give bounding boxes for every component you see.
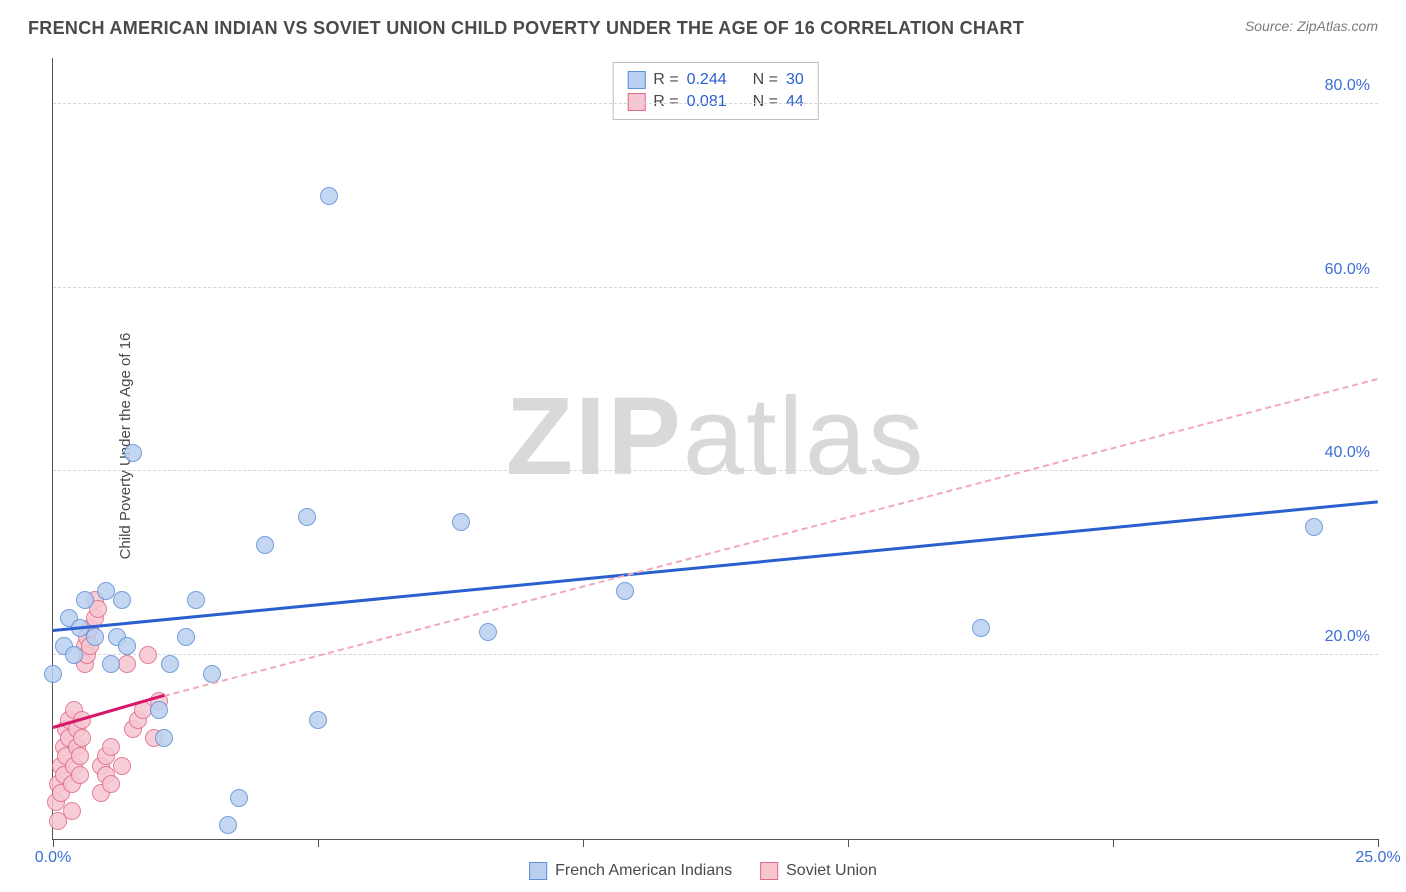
data-point	[118, 637, 136, 655]
legend-swatch	[760, 862, 778, 880]
data-point	[86, 628, 104, 646]
grid-line	[53, 103, 1378, 104]
grid-line	[53, 654, 1378, 655]
chart-title: FRENCH AMERICAN INDIAN VS SOVIET UNION C…	[28, 18, 1024, 39]
stat-label: R =	[653, 71, 678, 89]
data-point	[102, 655, 120, 673]
x-tick-label: 0.0%	[35, 849, 71, 867]
x-tick-label: 25.0%	[1355, 849, 1400, 867]
data-point	[219, 816, 237, 834]
source-attribution: Source: ZipAtlas.com	[1245, 18, 1378, 34]
x-tick	[53, 839, 54, 847]
data-point	[1305, 518, 1323, 536]
trend-line	[164, 378, 1378, 697]
x-tick	[1378, 839, 1379, 847]
stat-n-value: 30	[786, 71, 804, 89]
legend-item: Soviet Union	[760, 862, 877, 880]
data-point	[187, 591, 205, 609]
stats-row: R = 0.244 N = 30	[627, 69, 804, 91]
x-tick	[318, 839, 319, 847]
x-tick	[1113, 839, 1114, 847]
data-point	[63, 802, 81, 820]
series-swatch	[627, 71, 645, 89]
legend-label: Soviet Union	[786, 862, 877, 880]
data-point	[44, 665, 62, 683]
x-tick	[848, 839, 849, 847]
x-tick	[583, 839, 584, 847]
data-point	[298, 508, 316, 526]
stat-r-value: 0.244	[687, 71, 727, 89]
data-point	[155, 729, 173, 747]
watermark-text: ZIPatlas	[506, 372, 925, 499]
data-point	[113, 591, 131, 609]
data-point	[113, 757, 131, 775]
data-point	[320, 187, 338, 205]
data-point	[71, 766, 89, 784]
y-tick-label: 60.0%	[1325, 261, 1370, 279]
legend-label: French American Indians	[555, 862, 732, 880]
data-point	[150, 701, 168, 719]
data-point	[177, 628, 195, 646]
data-point	[161, 655, 179, 673]
data-point	[230, 789, 248, 807]
data-point	[479, 623, 497, 641]
grid-line	[53, 287, 1378, 288]
data-point	[73, 729, 91, 747]
data-point	[256, 536, 274, 554]
data-point	[71, 747, 89, 765]
y-tick-label: 20.0%	[1325, 628, 1370, 646]
data-point	[118, 655, 136, 673]
data-point	[452, 513, 470, 531]
data-point	[616, 582, 634, 600]
y-tick-label: 80.0%	[1325, 77, 1370, 95]
correlation-stats-box: R =0.244N =30R =0.081N =44	[612, 62, 819, 120]
scatter-chart: ZIPatlas R =0.244N =30R =0.081N =44 20.0…	[52, 58, 1378, 840]
grid-line	[53, 470, 1378, 471]
data-point	[102, 738, 120, 756]
data-point	[65, 646, 83, 664]
data-point	[972, 619, 990, 637]
series-legend: French American Indians Soviet Union	[529, 862, 877, 880]
trend-line	[53, 501, 1378, 633]
data-point	[139, 646, 157, 664]
legend-item: French American Indians	[529, 862, 732, 880]
y-tick-label: 40.0%	[1325, 444, 1370, 462]
data-point	[76, 591, 94, 609]
data-point	[309, 711, 327, 729]
data-point	[102, 775, 120, 793]
legend-swatch	[529, 862, 547, 880]
stat-label: N =	[753, 71, 778, 89]
data-point	[124, 444, 142, 462]
